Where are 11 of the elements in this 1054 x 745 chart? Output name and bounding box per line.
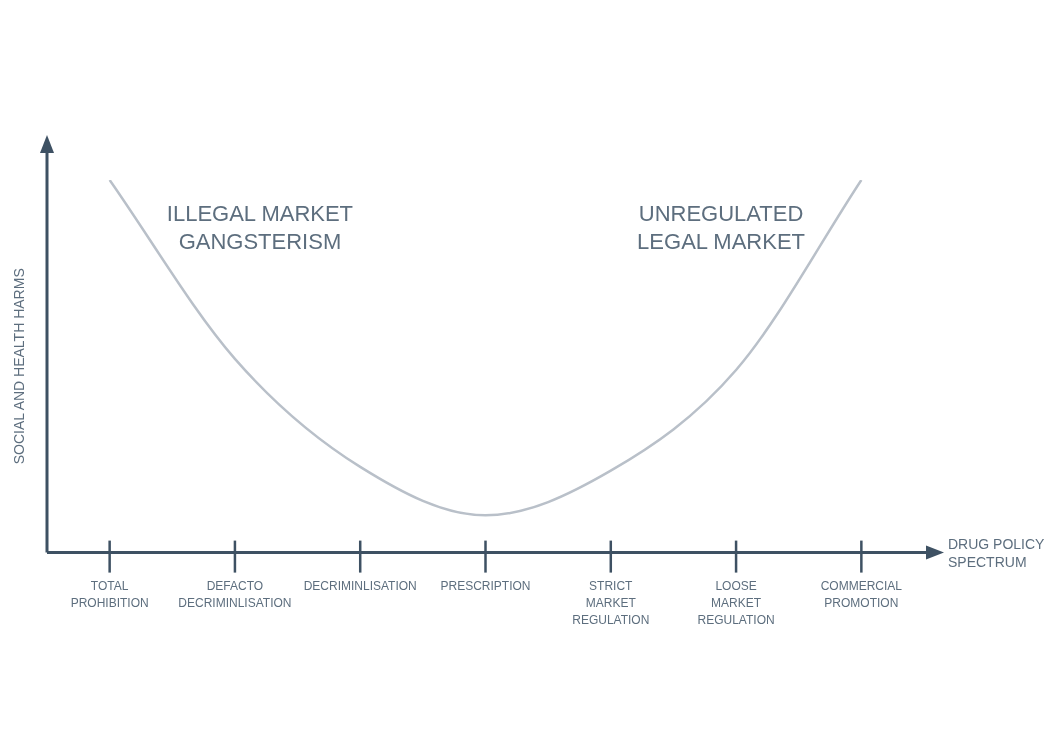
x-tick-label: DECRIMINLISATION bbox=[303, 579, 417, 594]
x-tick-label: STRICT MARKET REGULATION bbox=[572, 579, 650, 627]
annotation: UNREGULATED LEGAL MARKET bbox=[637, 201, 806, 255]
x-tick-label: TOTAL PROHIBITION bbox=[70, 579, 149, 611]
x-tick-label: DEFACTO DECRIMINLISATION bbox=[178, 579, 292, 611]
y-axis-title: SOCIAL AND HEALTH HARMS bbox=[10, 268, 27, 465]
x-tick-label: PRESCRIPTION bbox=[440, 579, 531, 594]
annotation: ILLEGAL MARKET GANGSTERISM bbox=[166, 201, 354, 255]
x-tick-label: LOOSE MARKET REGULATION bbox=[697, 579, 775, 627]
x-axis-title: DRUG POLICY SPECTRUM bbox=[948, 536, 1046, 571]
x-tick-label: COMMERCIAL PROMOTION bbox=[820, 579, 903, 611]
